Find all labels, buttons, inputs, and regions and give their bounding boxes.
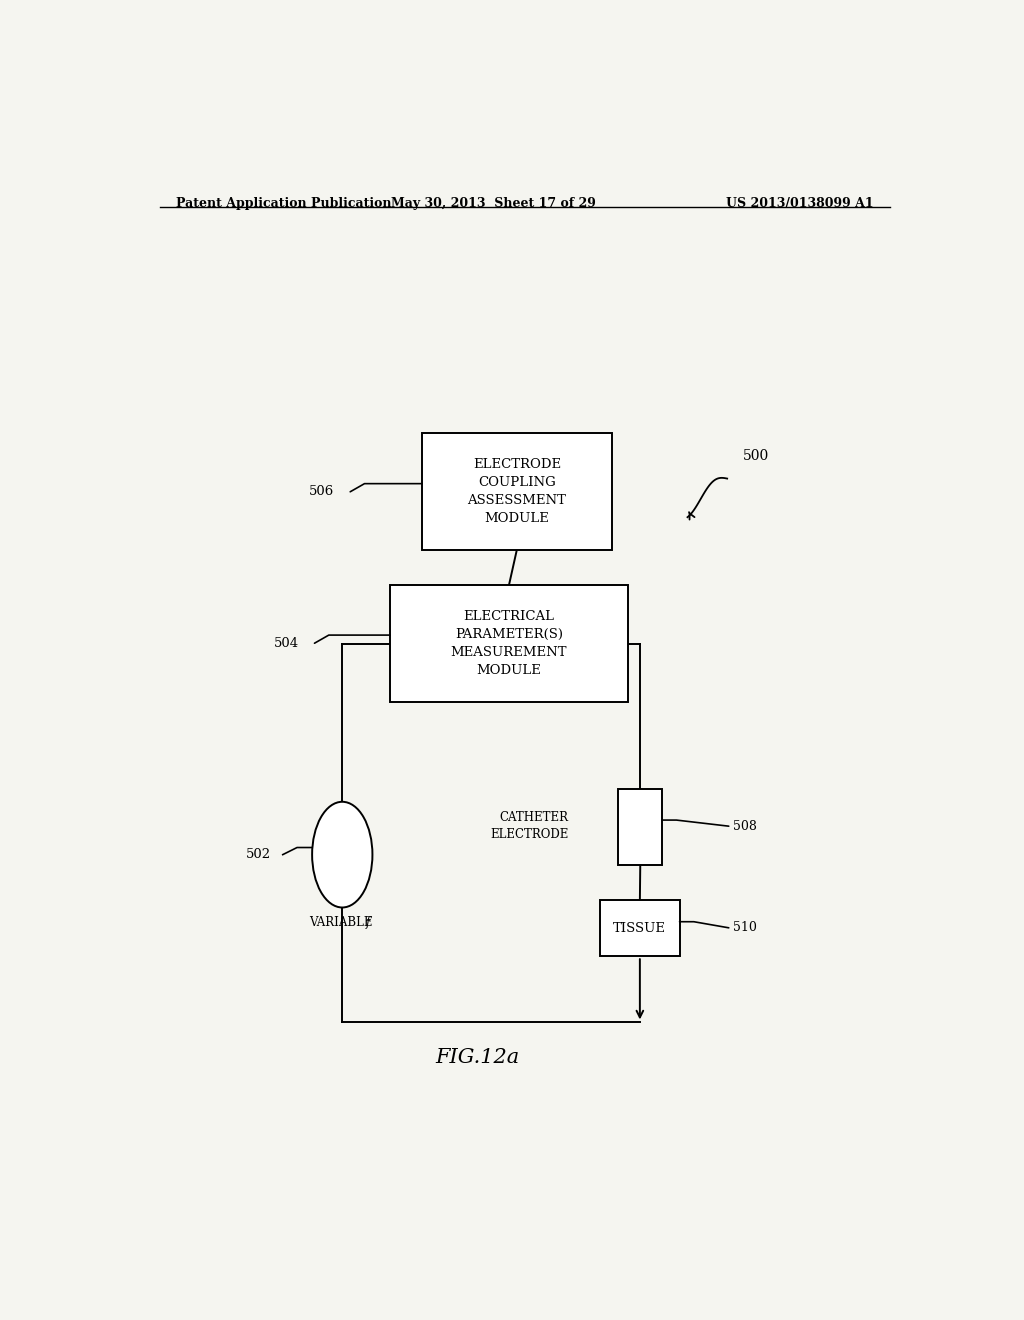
Bar: [390, 585, 628, 702]
Text: May 30, 2013  Sheet 17 of 29: May 30, 2013 Sheet 17 of 29: [390, 197, 596, 210]
Text: 508: 508: [733, 820, 757, 833]
Text: ELECTRICAL
PARAMETER(S)
MEASUREMENT
MODULE: ELECTRICAL PARAMETER(S) MEASUREMENT MODU…: [451, 610, 567, 677]
Bar: [600, 900, 680, 956]
Text: FIG.12a: FIG.12a: [435, 1048, 519, 1068]
Text: f: f: [367, 916, 371, 928]
Text: ELECTRODE
COUPLING
ASSESSMENT
MODULE: ELECTRODE COUPLING ASSESSMENT MODULE: [467, 458, 566, 525]
Text: 504: 504: [273, 636, 299, 649]
Text: 506: 506: [309, 486, 334, 498]
Text: VARIABLE: VARIABLE: [309, 916, 376, 928]
Text: TISSUE: TISSUE: [613, 921, 667, 935]
Text: US 2013/0138099 A1: US 2013/0138099 A1: [726, 197, 873, 210]
Bar: [618, 788, 663, 865]
Text: 500: 500: [743, 449, 769, 463]
Bar: [422, 433, 612, 549]
Text: 510: 510: [733, 921, 757, 935]
Text: CATHETER
ELECTRODE: CATHETER ELECTRODE: [490, 812, 568, 841]
Text: 502: 502: [246, 849, 270, 861]
Text: Patent Application Publication: Patent Application Publication: [176, 197, 391, 210]
Ellipse shape: [312, 801, 373, 907]
